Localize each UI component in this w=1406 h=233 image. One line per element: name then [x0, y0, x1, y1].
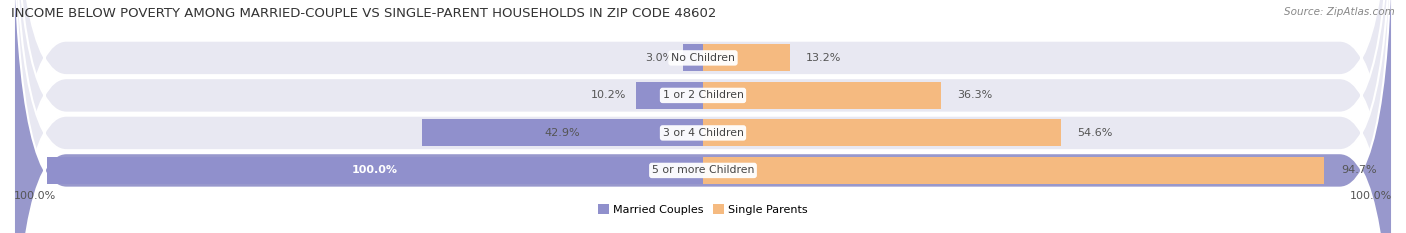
Text: 94.7%: 94.7% [1341, 165, 1376, 175]
Bar [636, 82, 703, 109]
Text: No Children: No Children [671, 53, 735, 63]
Text: 5 or more Children: 5 or more Children [652, 165, 754, 175]
Bar [703, 157, 1324, 184]
Text: 3 or 4 Children: 3 or 4 Children [662, 128, 744, 138]
Bar [422, 120, 703, 146]
Text: 42.9%: 42.9% [544, 128, 581, 138]
Text: 3.0%: 3.0% [645, 53, 673, 63]
Text: 13.2%: 13.2% [806, 53, 841, 63]
Bar [683, 45, 703, 71]
Text: 10.2%: 10.2% [591, 90, 626, 100]
Bar [703, 45, 790, 71]
Text: 100.0%: 100.0% [14, 191, 56, 201]
Legend: Married Couples, Single Parents: Married Couples, Single Parents [593, 200, 813, 219]
Text: 1 or 2 Children: 1 or 2 Children [662, 90, 744, 100]
Bar [46, 157, 703, 184]
Text: 54.6%: 54.6% [1077, 128, 1114, 138]
FancyBboxPatch shape [14, 0, 1392, 233]
FancyBboxPatch shape [14, 0, 1392, 233]
Text: INCOME BELOW POVERTY AMONG MARRIED-COUPLE VS SINGLE-PARENT HOUSEHOLDS IN ZIP COD: INCOME BELOW POVERTY AMONG MARRIED-COUPL… [11, 7, 717, 20]
FancyBboxPatch shape [14, 0, 1392, 233]
Text: 100.0%: 100.0% [352, 165, 398, 175]
Text: 36.3%: 36.3% [957, 90, 993, 100]
Bar [703, 120, 1062, 146]
FancyBboxPatch shape [14, 0, 1392, 233]
Bar [703, 82, 941, 109]
Text: Source: ZipAtlas.com: Source: ZipAtlas.com [1284, 7, 1395, 17]
Text: 100.0%: 100.0% [1350, 191, 1392, 201]
